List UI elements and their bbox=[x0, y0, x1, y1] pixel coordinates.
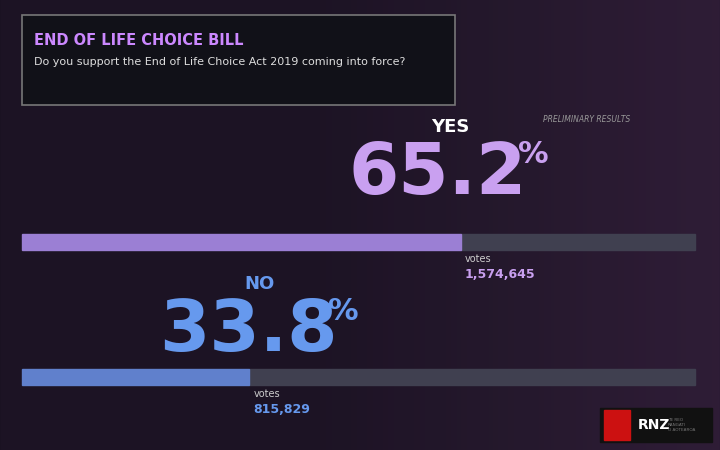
Bar bbox=[22, 15, 455, 105]
Text: %: % bbox=[328, 297, 359, 326]
Circle shape bbox=[608, 416, 626, 434]
Bar bbox=[22, 369, 249, 385]
Text: votes: votes bbox=[465, 254, 492, 264]
Text: votes: votes bbox=[253, 389, 280, 399]
Text: RNZ: RNZ bbox=[638, 418, 670, 432]
Text: 815,829: 815,829 bbox=[253, 403, 310, 416]
Bar bbox=[249, 369, 695, 385]
Bar bbox=[604, 410, 630, 440]
Bar bbox=[600, 408, 712, 442]
Text: 65.2: 65.2 bbox=[349, 140, 527, 209]
Text: Do you support the End of Life Choice Act 2019 coming into force?: Do you support the End of Life Choice Ac… bbox=[34, 57, 405, 67]
Text: YES: YES bbox=[431, 118, 469, 136]
Text: 1,574,645: 1,574,645 bbox=[465, 268, 536, 281]
Text: 33.8: 33.8 bbox=[158, 297, 337, 366]
Text: END OF LIFE CHOICE BILL: END OF LIFE CHOICE BILL bbox=[34, 33, 243, 48]
Bar bbox=[461, 234, 695, 250]
Text: NO: NO bbox=[245, 275, 275, 293]
Text: TE REO
RANGATI
O AOTEAROA: TE REO RANGATI O AOTEAROA bbox=[668, 418, 696, 432]
Text: PRELIMINARY RESULTS: PRELIMINARY RESULTS bbox=[543, 115, 630, 124]
Text: %: % bbox=[518, 140, 549, 169]
Bar bbox=[22, 234, 461, 250]
